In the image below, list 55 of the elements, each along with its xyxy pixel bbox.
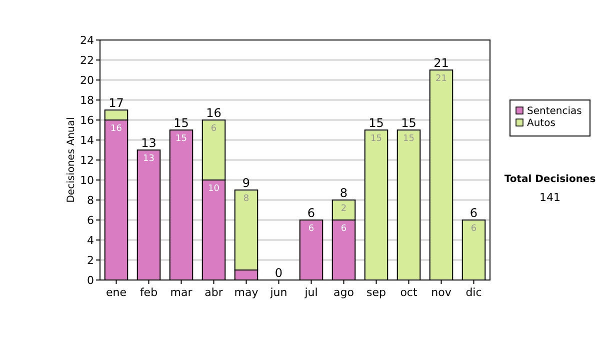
total-label: 15: [368, 116, 384, 130]
x-tick-label: abr: [204, 286, 224, 299]
y-axis-title: Decisiones Anual: [66, 117, 77, 203]
legend-label: Sentencias: [527, 106, 582, 117]
x-tick-label: oct: [400, 286, 418, 299]
total-label: 6: [307, 206, 316, 220]
data-label: 15: [176, 134, 187, 144]
y-tick-label: 12: [80, 154, 94, 167]
data-label: 2: [340, 204, 347, 214]
y-tick-label: 4: [87, 234, 94, 247]
y-tick-label: 8: [87, 194, 94, 207]
total-label: 15: [401, 116, 416, 130]
x-tick-label: may: [234, 286, 259, 299]
data-label: 6: [470, 224, 477, 234]
total-label: 9: [242, 176, 250, 190]
y-tick-label: 16: [80, 114, 94, 127]
x-tick-label: ago: [334, 286, 354, 299]
x-tick-label: ene: [106, 286, 127, 299]
legend-label: Autos: [527, 118, 556, 129]
y-tick-label: 10: [80, 174, 94, 187]
y-tick-label: 22: [80, 54, 94, 67]
y-tick-label: 14: [80, 134, 94, 147]
y-tick-label: 2: [87, 254, 94, 267]
y-tick-label: 6: [87, 214, 94, 227]
x-tick-label: mar: [170, 286, 193, 299]
data-label: 6: [308, 224, 314, 234]
data-label: 6: [340, 224, 347, 234]
total-label: 15: [174, 116, 189, 130]
data-label: 15: [403, 134, 414, 144]
y-tick-label: 20: [80, 74, 94, 87]
total-label: 13: [141, 136, 156, 150]
data-label: 15: [370, 134, 382, 144]
x-tick-label: nov: [431, 286, 452, 299]
data-label: 10: [208, 184, 220, 194]
text: 141: [540, 191, 560, 204]
data-label: 21: [436, 74, 447, 84]
data-label: 13: [143, 154, 154, 164]
y-tick-label: 0: [87, 274, 94, 287]
x-tick-label: dic: [466, 286, 482, 299]
x-tick-label: sep: [366, 286, 386, 299]
total-label: 6: [470, 206, 478, 220]
total-label: 0: [274, 266, 283, 280]
y-tick-label: 18: [80, 94, 94, 107]
total-label: 16: [206, 106, 222, 120]
x-tick-label: jul: [304, 286, 318, 299]
y-tick-label: 24: [80, 34, 94, 47]
data-label: 8: [243, 194, 250, 204]
x-tick-label: jun: [269, 286, 288, 299]
total-label: 17: [108, 96, 124, 110]
total-label: 8: [340, 186, 348, 200]
x-tick-label: feb: [140, 286, 158, 299]
total-label: 21: [434, 56, 449, 70]
text: Total Decisiones: [504, 174, 596, 185]
data-label: 16: [110, 124, 122, 134]
data-label: 6: [210, 124, 217, 134]
